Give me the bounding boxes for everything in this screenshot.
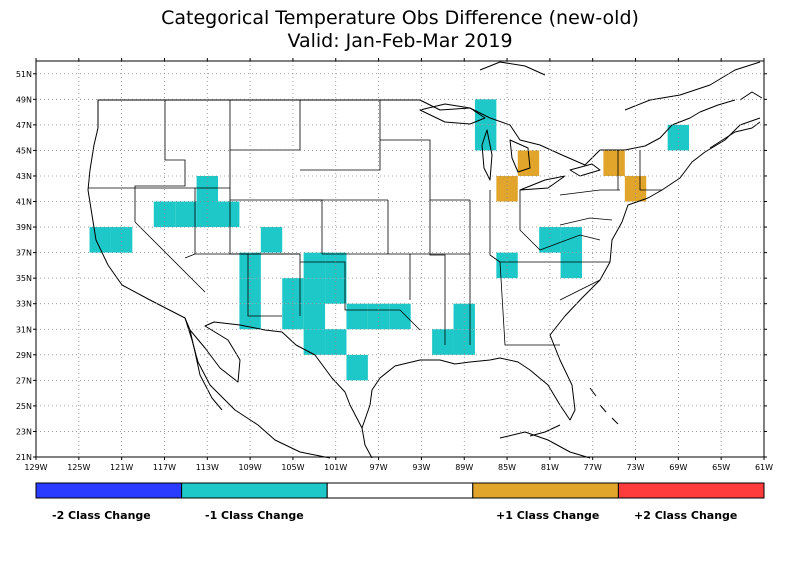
legend-swatch-minus1 [181, 482, 328, 499]
grid-cell [325, 278, 347, 304]
grid-cell [325, 329, 347, 355]
grid-cell [389, 303, 411, 330]
florida-keys [529, 424, 561, 437]
gulf-st-lawrence [699, 99, 761, 153]
hudson-bay-coast [479, 61, 546, 76]
lat-tick-label: 29N [16, 351, 32, 360]
lat-tick-label: 31N [16, 325, 32, 334]
lat-tick-label: 51N [16, 70, 32, 79]
grid-cell [517, 150, 540, 176]
grid-cell [560, 252, 582, 279]
lon-tick-label: 73W [626, 463, 644, 472]
grid-cell [624, 175, 647, 202]
mexico-gulf-coast [361, 427, 373, 459]
lon-tick-label: 85W [498, 463, 516, 472]
lake-superior [419, 103, 486, 125]
cuba [499, 431, 591, 459]
grid-cells-layer [89, 99, 690, 381]
lat-tick-label: 21N [16, 453, 32, 462]
legend-label-minus2: -2 Class Change [52, 509, 151, 522]
lat-tick-label: 23N [16, 427, 32, 436]
lon-tick-label: 125W [67, 463, 90, 472]
grid-cell [603, 150, 625, 176]
grid-cell [432, 329, 454, 355]
map-outlines [87, 61, 763, 459]
lat-tick-label: 25N [16, 402, 32, 411]
lat-tick-label: 43N [16, 172, 32, 181]
lon-tick-label: 81W [541, 463, 559, 472]
grid-cell [239, 278, 261, 304]
grid-cell [196, 201, 218, 228]
axis-ticks: 129W 125W 121W 117W 113W 109W 105W 101W 97W 93W 89… [16, 58, 773, 472]
map-title: Categorical Temperature Obs Difference (… [161, 7, 639, 29]
legend-swatch-plus1 [472, 482, 619, 499]
lon-tick-label: 113W [196, 463, 219, 472]
newfoundland [739, 91, 763, 101]
grid-cell [282, 303, 304, 330]
lon-tick-label: 77W [584, 463, 602, 472]
grid-cell [303, 303, 326, 330]
grid-cell [560, 227, 582, 253]
baja-california [189, 329, 223, 411]
legend-label-plus2: +2 Class Change [634, 509, 738, 522]
quebec-coast [624, 61, 761, 111]
grid-cell [496, 175, 518, 202]
lat-tick-label: 27N [16, 376, 32, 385]
lon-tick-label: 97W [370, 463, 388, 472]
grid-cell [453, 303, 475, 330]
grid-cell [303, 252, 326, 279]
lon-tick-label: 121W [110, 463, 133, 472]
grid-cell [282, 278, 304, 304]
grid-cell [346, 354, 368, 381]
lon-tick-label: 129W [24, 463, 47, 472]
us-canada-border [97, 99, 701, 166]
lat-tick-label: 37N [16, 249, 32, 258]
legend-swatch-minus2 [35, 482, 183, 499]
grid-cell [218, 201, 240, 228]
grid-cell [175, 201, 197, 228]
lon-tick-label: 93W [412, 463, 430, 472]
lat-tick-label: 49N [16, 95, 32, 104]
state-borders [88, 100, 662, 346]
lon-tick-label: 101W [324, 463, 347, 472]
lon-tick-label: 117W [153, 463, 176, 472]
grid-cell [303, 329, 326, 355]
lon-tick-label: 61W [755, 463, 773, 472]
lon-tick-label: 65W [712, 463, 730, 472]
map-subtitle: Valid: Jan-Feb-Mar 2019 [287, 30, 513, 52]
lake-michigan [481, 129, 493, 181]
grid-cell [474, 124, 497, 151]
legend-label-minus1: -1 Class Change [205, 509, 304, 522]
lon-tick-label: 89W [455, 463, 473, 472]
grid-cell [303, 278, 326, 304]
grid-cell [153, 201, 176, 228]
legend-swatch-plus2 [617, 482, 765, 499]
legend-swatch-zero [326, 482, 474, 499]
grid-cell [539, 227, 561, 253]
grid-cell [346, 303, 368, 330]
lake-huron [509, 139, 531, 173]
lat-tick-label: 39N [16, 223, 32, 232]
lon-tick-label: 109W [239, 463, 262, 472]
grid-cell [453, 329, 475, 355]
lat-tick-label: 41N [16, 198, 32, 207]
lat-tick-label: 45N [16, 146, 32, 155]
lat-tick-label: 33N [16, 300, 32, 309]
lat-tick-label: 47N [16, 121, 32, 130]
lat-lon-grid [36, 61, 764, 457]
grid-cell [260, 227, 283, 253]
us-coastline [87, 127, 706, 429]
grid-cell [239, 303, 261, 330]
lon-tick-label: 105W [281, 463, 304, 472]
lake-erie [519, 175, 566, 191]
color-legend-bar [35, 482, 765, 499]
grid-cell [196, 175, 218, 202]
lat-tick-label: 35N [16, 274, 32, 283]
lon-tick-label: 69W [669, 463, 687, 472]
lake-ontario [569, 163, 601, 177]
grid-cell [110, 227, 133, 253]
map-frame [35, 60, 765, 458]
legend-label-plus1: +1 Class Change [496, 509, 600, 522]
